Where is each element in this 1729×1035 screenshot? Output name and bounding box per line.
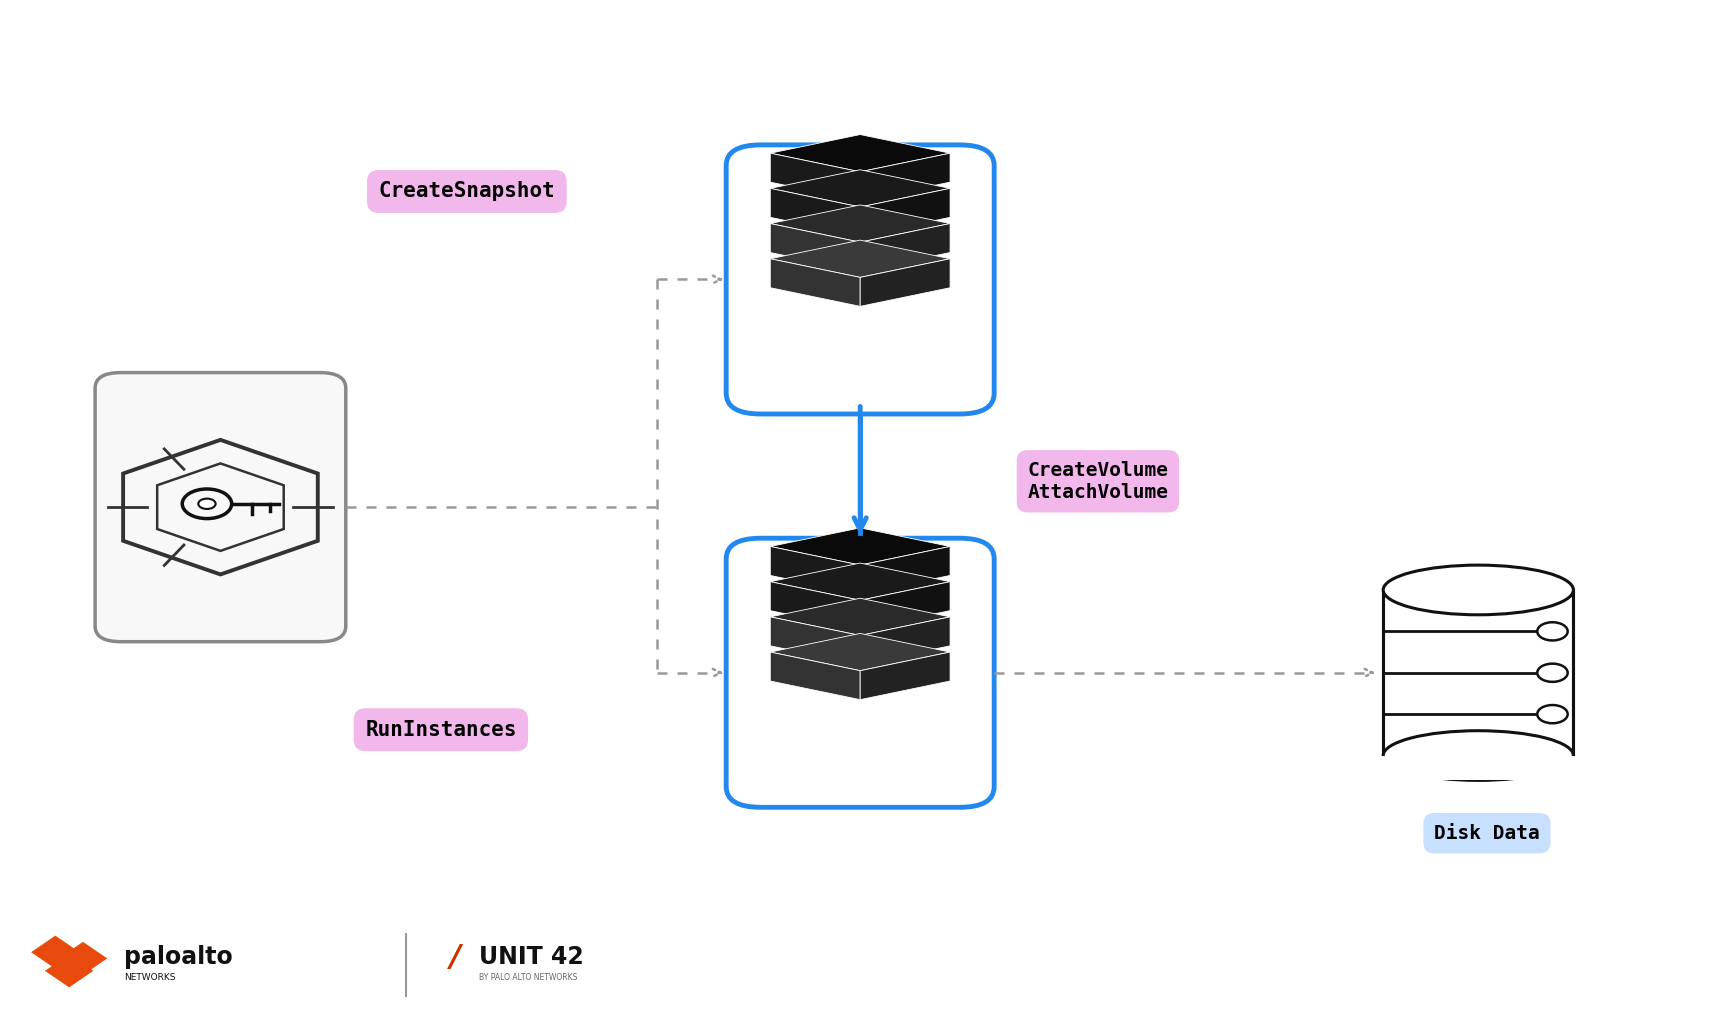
Polygon shape xyxy=(861,652,951,700)
Text: CreateSnapshot: CreateSnapshot xyxy=(379,181,555,202)
Polygon shape xyxy=(769,259,861,306)
Ellipse shape xyxy=(1383,565,1573,615)
Text: /: / xyxy=(450,943,460,972)
Text: BY PALO ALTO NETWORKS: BY PALO ALTO NETWORKS xyxy=(479,973,577,981)
Polygon shape xyxy=(45,954,93,987)
FancyBboxPatch shape xyxy=(95,373,346,642)
Polygon shape xyxy=(769,528,951,565)
Polygon shape xyxy=(769,205,951,242)
Polygon shape xyxy=(861,259,951,306)
Polygon shape xyxy=(769,546,861,594)
Polygon shape xyxy=(769,633,951,671)
Circle shape xyxy=(1537,663,1568,682)
Polygon shape xyxy=(861,617,951,664)
Text: Disk Data: Disk Data xyxy=(1433,824,1541,842)
Polygon shape xyxy=(769,240,951,277)
Polygon shape xyxy=(861,224,951,271)
Polygon shape xyxy=(861,188,951,236)
Text: NETWORKS: NETWORKS xyxy=(124,973,176,981)
Polygon shape xyxy=(769,224,861,271)
Polygon shape xyxy=(59,942,107,975)
Polygon shape xyxy=(861,153,951,201)
Ellipse shape xyxy=(1383,731,1573,780)
Text: RunInstances: RunInstances xyxy=(365,719,517,740)
Polygon shape xyxy=(769,563,951,600)
Polygon shape xyxy=(1383,590,1573,756)
Circle shape xyxy=(1537,622,1568,641)
Polygon shape xyxy=(769,188,861,236)
FancyBboxPatch shape xyxy=(726,538,994,807)
Text: paloalto: paloalto xyxy=(124,945,233,970)
FancyBboxPatch shape xyxy=(726,145,994,414)
Polygon shape xyxy=(769,617,861,664)
Polygon shape xyxy=(769,153,861,201)
Polygon shape xyxy=(769,598,951,635)
Polygon shape xyxy=(769,652,861,700)
Polygon shape xyxy=(31,936,80,969)
Text: UNIT 42: UNIT 42 xyxy=(479,945,584,970)
Polygon shape xyxy=(1380,756,1577,780)
Circle shape xyxy=(1537,705,1568,723)
Polygon shape xyxy=(769,170,951,207)
Polygon shape xyxy=(769,135,951,172)
Polygon shape xyxy=(769,582,861,629)
Text: CreateVolume
AttachVolume: CreateVolume AttachVolume xyxy=(1027,461,1169,502)
Polygon shape xyxy=(861,582,951,629)
Circle shape xyxy=(199,499,216,509)
Polygon shape xyxy=(861,546,951,594)
